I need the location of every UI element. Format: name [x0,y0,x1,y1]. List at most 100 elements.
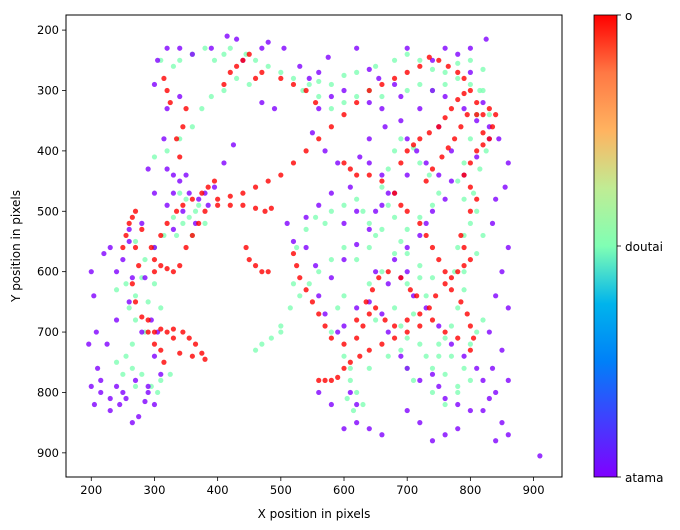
scatter-point-atama [341,426,347,432]
scatter-point-o [404,148,410,154]
y-tick-label: 400 [37,144,59,158]
scatter-point-atama [158,371,164,377]
scatter-point-doutai [132,293,139,299]
scatter-point-o [151,256,158,263]
scatter-point-doutai [341,293,347,299]
scatter-point-atama [436,383,442,390]
scatter-point-o [467,184,473,190]
scatter-point-o [240,202,246,208]
scatter-point-atama [183,172,189,178]
scatter-point-doutai [123,281,129,287]
scatter-point-o [436,256,442,263]
x-tick-label: 900 [523,483,545,497]
scatter-point-atama [391,256,398,263]
scatter-point-o [385,269,391,275]
scatter-point-doutai [448,353,455,359]
scatter-point-o [196,220,202,226]
scatter-point-doutai [480,317,486,323]
scatter-point-doutai [429,66,436,72]
scatter-point-o [227,69,233,75]
scatter-point-doutai [341,244,347,251]
scatter-point-doutai [186,214,192,220]
scatter-point-o [391,335,398,341]
scatter-point-atama [328,93,334,100]
scatter-point-atama [398,118,404,124]
scatter-point-atama [455,51,461,57]
scatter-point-atama [230,142,237,148]
scatter-point-atama [436,323,442,329]
scatter-point-o [436,124,442,130]
scatter-point-doutai [287,305,293,311]
scatter-point-atama [208,45,214,51]
scatter-point-o [369,287,376,293]
scatter-point-o [417,323,423,329]
scatter-point-doutai [474,250,480,257]
scatter-point-atama [489,220,496,226]
scatter-point-atama [505,377,511,383]
scatter-point-o [474,148,480,154]
y-axis-label: Y position in pixels [9,190,23,303]
scatter-point-o [161,359,167,365]
scatter-point-o [161,75,167,82]
scatter-point-o [451,136,458,142]
scatter-point-o [426,305,432,311]
plot-frame [65,14,563,478]
scatter-point-o [240,190,246,196]
scatter-point-o [322,323,328,329]
scatter-point-o [316,136,322,142]
scatter-point-doutai [259,341,265,347]
scatter-point-doutai [290,281,297,287]
scatter-point-doutai [480,87,486,94]
scatter-point-atama [404,172,410,178]
scatter-point-o [252,205,259,211]
scatter-point-atama [113,269,120,275]
scatter-point-atama [91,293,97,299]
scatter-point-atama [284,220,290,226]
scatter-point-atama [423,160,429,166]
scatter-point-doutai [177,57,183,63]
scatter-point-o [429,317,436,323]
scatter-point-o [347,359,353,365]
scatter-point-atama [164,45,170,51]
scatter-point-atama [177,178,183,184]
scatter-point-doutai [142,256,148,263]
scatter-point-o [354,99,360,106]
scatter-point-atama [461,353,467,359]
scatter-point-o [158,326,164,332]
scatter-point-doutai [328,329,334,335]
scatter-point-o [417,63,423,69]
scatter-point-o [199,190,205,196]
scatter-point-atama [221,160,227,166]
scatter-point-doutai [344,395,350,402]
scatter-point-doutai [145,299,151,305]
scatter-point-o [480,142,486,148]
scatter-point-doutai [151,281,158,287]
scatter-point-o [461,172,467,178]
scatter-point-atama [480,377,486,383]
scatter-point-atama [341,323,347,329]
scatter-point-o [170,326,177,332]
scatter-point-o [458,232,464,239]
scatter-point-o [455,269,461,275]
scatter-point-doutai [335,305,341,311]
scatter-point-o [199,350,205,356]
scatter-point-atama [177,45,183,51]
scatter-point-o [480,112,486,118]
scatter-point-atama [186,190,192,196]
scatter-point-o [467,208,473,214]
scatter-point-o [486,106,492,112]
scatter-point-doutai [429,365,436,371]
scatter-point-doutai [278,329,284,335]
scatter-point-doutai [385,166,391,172]
x-tick-label: 600 [333,483,355,497]
scatter-point-atama [205,202,211,208]
scatter-point-o [474,99,480,106]
scatter-point-atama [303,244,309,251]
scatter-point-atama [123,395,129,402]
scatter-point-o [357,353,363,359]
scatter-point-atama [505,244,511,251]
x-axis-label: X position in pixels [258,507,371,521]
scatter-point-o [461,263,467,269]
scatter-point-atama [129,275,135,281]
scatter-point-doutai [252,57,259,63]
